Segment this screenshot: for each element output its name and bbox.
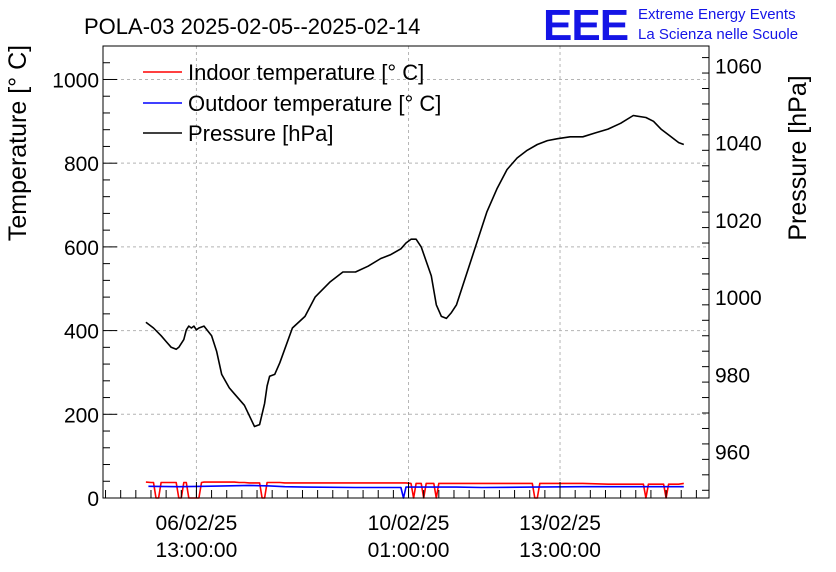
- chart-title: POLA-03 2025-02-05--2025-02-14: [84, 14, 420, 39]
- x-tick-label-time: 01:00:00: [368, 539, 450, 562]
- series-outdoor-temperature: [148, 484, 684, 499]
- series-layer: [145, 114, 685, 499]
- legend-label-indoor: Indoor temperature [° C]: [188, 60, 424, 85]
- y-right-tick-label: 980: [715, 364, 750, 387]
- legend-label-outdoor: Outdoor temperature [° C]: [188, 91, 441, 116]
- plot-frame: [102, 45, 710, 499]
- y-left-tick-label: 0: [87, 488, 99, 511]
- y-axis-right-title: Pressure [hPa]: [784, 75, 812, 240]
- x-tick-label-time: 13:00:00: [519, 539, 601, 562]
- x-tick-label-date: 10/02/25: [368, 512, 450, 535]
- y-right-tick-label: 960: [715, 442, 750, 465]
- logo-line-1: Extreme Energy Events: [638, 6, 796, 23]
- axes: 0 200 400 600 800 1000 960 980 1000 1020 1040 1060 0…: [52, 45, 762, 562]
- x-tick-label-date: 13/02/25: [519, 512, 601, 535]
- y-left-tick-label: 200: [64, 404, 99, 427]
- x-tick-label-time: 13:00:00: [156, 539, 238, 562]
- legend-label-pressure: Pressure [hPa]: [188, 121, 334, 146]
- series-pressure: [145, 114, 685, 428]
- y-right-tick-label: 1000: [715, 287, 762, 310]
- y-right-tick-label: 1060: [715, 55, 762, 78]
- y-axis-left-title: Temperature [° C]: [4, 45, 32, 241]
- y-right-tick-label: 1020: [715, 210, 762, 233]
- grid: [103, 46, 709, 498]
- legend: Indoor temperature [° C] Outdoor tempera…: [143, 60, 441, 146]
- logo-mark: EEE: [543, 1, 628, 50]
- y-left-tick-label: 400: [64, 321, 99, 344]
- eee-logo: EEE Extreme Energy Events La Scienza nel…: [543, 1, 798, 50]
- logo-line-2: La Scienza nelle Scuole: [638, 26, 798, 43]
- y-right-tick-label: 1040: [715, 133, 762, 156]
- y-left-tick-label: 600: [64, 237, 99, 260]
- y-left-tick-label: 1000: [52, 69, 99, 92]
- x-tick-label-date: 06/02/25: [156, 512, 238, 535]
- y-left-tick-label: 800: [64, 153, 99, 176]
